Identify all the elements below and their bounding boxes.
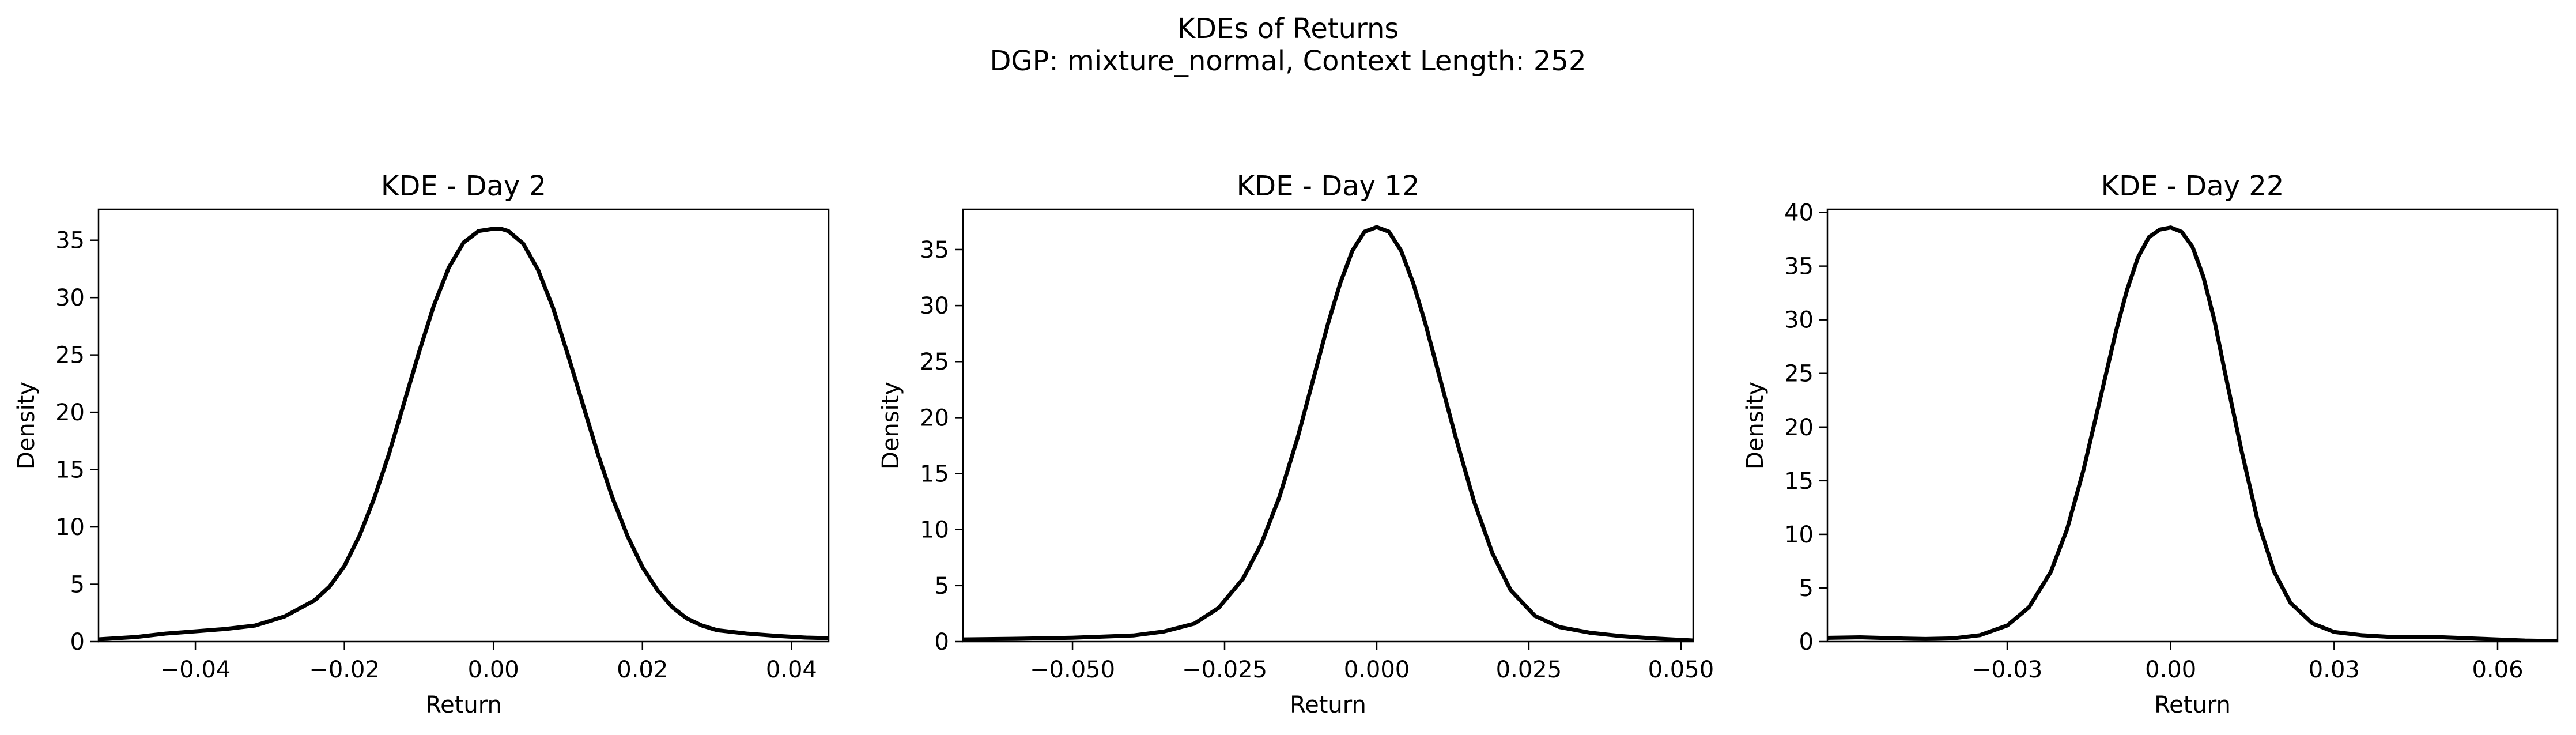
y-tick-label: 5 [935,573,949,600]
y-tick-label: 0 [1799,629,1814,655]
x-tick-label: 0.050 [1648,657,1714,683]
x-axis-label: Return [1290,692,1366,718]
y-axis-label: Density [878,382,904,469]
y-axis-label: Density [13,382,40,469]
figure-subtitle: DGP: mixture_normal, Context Length: 252 [989,45,1586,77]
axes-frame [1826,208,2559,643]
x-tick-label: 0.04 [766,657,817,683]
y-tick-label: 30 [920,293,949,319]
y-tick-label: 30 [55,285,85,311]
y-tick-label: 40 [1784,200,1814,227]
y-tick-label: 20 [55,399,85,426]
x-axis-label: Return [425,692,502,718]
y-tick-label: 15 [920,461,949,488]
kde-curve [963,225,1693,642]
x-tick-label: 0.06 [2472,657,2523,683]
y-tick-label: 5 [1799,575,1814,602]
x-tick-label: 0.025 [1496,657,1562,683]
y-tick-label: 5 [70,572,85,598]
y-tick-label: 0 [935,629,949,655]
panel-title: KDE - Day 12 [1237,170,1420,202]
y-tick-label: 30 [1784,307,1814,334]
x-tick-label: 0.000 [1344,657,1410,683]
x-tick-label: 0.00 [468,657,519,683]
y-tick-label: 15 [55,457,85,484]
x-tick-label: 0.00 [2145,657,2196,683]
axes-frame [97,208,830,643]
y-tick-label: 20 [1784,414,1814,441]
x-tick-label: −0.04 [160,657,231,683]
panel-title: KDE - Day 2 [381,170,546,202]
axes-frame [962,208,1694,643]
kde-panel-2: −0.050 −0.025 0.000 0.025 0.050 0 5 10 15 20 25 30 3… [878,170,1714,718]
y-tick-label: 25 [1784,361,1814,387]
y-tick-label: 25 [55,342,85,369]
x-axis-label: Return [2154,692,2231,718]
y-tick-label: 10 [55,514,85,541]
y-tick-label: 15 [1784,468,1814,495]
y-tick-label: 25 [920,349,949,375]
x-tick-label: −0.03 [1972,657,2043,683]
figure-title: KDEs of Returns [1177,13,1399,45]
x-tick-label: −0.025 [1182,657,1267,683]
y-tick-label: 35 [1784,254,1814,280]
x-tick-label: 0.02 [617,657,668,683]
x-tick-label: 0.03 [2309,657,2360,683]
y-tick-label: 35 [920,237,949,263]
y-tick-label: 10 [920,517,949,544]
kde-panel-3: −0.03 0.00 0.03 0.06 0 5 10 15 20 25 30 35 40 KDE - D… [1742,170,2559,718]
y-tick-label: 10 [1784,522,1814,548]
y-tick-label: 35 [55,228,85,254]
y-tick-label: 0 [70,629,85,655]
kde-panel-1: −0.04 −0.02 0.00 0.02 0.04 0 5 10 15 20 25 30 35 KDE … [13,170,830,718]
panel-title: KDE - Day 22 [2101,170,2284,202]
x-tick-label: −0.050 [1030,657,1115,683]
kde-curve [99,227,829,642]
y-axis-label: Density [1742,382,1769,469]
y-tick-label: 20 [920,405,949,431]
x-tick-label: −0.02 [309,657,380,683]
kde-panels: −0.04 −0.02 0.00 0.02 0.04 0 5 10 15 20 25 30 35 KDE … [13,170,2559,718]
kde-curve [1827,225,2558,642]
